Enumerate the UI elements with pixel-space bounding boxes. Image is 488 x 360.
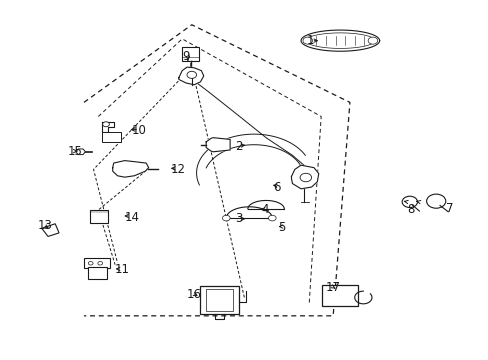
Bar: [182, 48, 199, 61]
Circle shape: [186, 71, 196, 78]
Polygon shape: [206, 138, 230, 152]
Polygon shape: [41, 224, 59, 237]
Text: 15: 15: [67, 145, 82, 158]
Text: 12: 12: [170, 163, 185, 176]
Text: 4: 4: [261, 203, 268, 216]
Bar: [88, 267, 107, 279]
Circle shape: [426, 194, 445, 208]
Circle shape: [401, 196, 417, 207]
Text: 17: 17: [325, 281, 340, 294]
Circle shape: [300, 173, 311, 182]
Text: 14: 14: [124, 211, 140, 224]
Text: 1: 1: [306, 34, 314, 47]
Bar: [206, 289, 232, 311]
Bar: [84, 258, 110, 268]
Polygon shape: [102, 122, 114, 132]
Circle shape: [88, 261, 93, 265]
Polygon shape: [112, 161, 148, 177]
Circle shape: [98, 261, 102, 265]
Bar: [90, 210, 108, 223]
Bar: [322, 285, 357, 306]
Text: 16: 16: [186, 288, 202, 301]
Polygon shape: [301, 30, 379, 51]
Text: 13: 13: [38, 219, 52, 232]
Text: 7: 7: [445, 202, 452, 215]
Text: 8: 8: [407, 203, 414, 216]
Circle shape: [268, 215, 276, 221]
Text: 3: 3: [234, 212, 242, 225]
Text: 6: 6: [273, 181, 280, 194]
Circle shape: [303, 37, 312, 44]
Polygon shape: [179, 67, 203, 85]
Bar: [200, 286, 238, 314]
Text: 11: 11: [115, 264, 130, 276]
Text: 2: 2: [234, 140, 242, 153]
Polygon shape: [76, 149, 85, 154]
Text: 5: 5: [278, 221, 285, 234]
Text: 10: 10: [132, 124, 146, 137]
Text: 9: 9: [182, 50, 189, 63]
Circle shape: [367, 37, 377, 44]
Bar: [102, 132, 121, 142]
Polygon shape: [291, 165, 318, 189]
Circle shape: [222, 215, 230, 221]
Circle shape: [102, 122, 109, 127]
